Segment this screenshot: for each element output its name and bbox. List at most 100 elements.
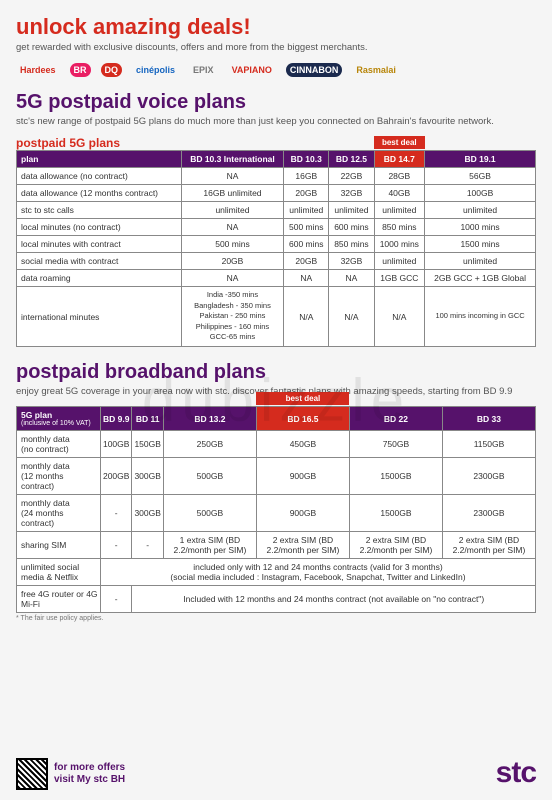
merchant-logo: VAPIANO	[228, 63, 276, 77]
bb-cell: 300GB	[132, 458, 163, 495]
voice-cell: 20GB	[284, 253, 329, 270]
voice-cell: 500 mins	[284, 219, 329, 236]
bb-cell: 2300GB	[442, 458, 535, 495]
bb-cell: included only with 12 and 24 months cont…	[100, 559, 535, 586]
bb-cell: 900GB	[256, 495, 349, 532]
voice-cell: 850 mins	[374, 219, 425, 236]
bb-cell: Included with 12 months and 24 months co…	[132, 586, 536, 613]
voice-cell: 32GB	[329, 185, 374, 202]
merchant-logo: DQ	[101, 63, 123, 77]
voice-plans-table: planBD 10.3 InternationalBD 10.3BD 12.5B…	[16, 150, 536, 347]
voice-cell: 100GB	[425, 185, 536, 202]
voice-cell: 40GB	[374, 185, 425, 202]
merchant-logo: EPIX	[189, 63, 218, 77]
broadband-plans-table: 5G plan(inclusive of 10% VAT)BD 9.9BD 11…	[16, 406, 536, 613]
voice-cell: local minutes (no contract)	[17, 219, 182, 236]
bb-cell: unlimited social media & Netflix	[17, 559, 101, 586]
voice-header-cell: plan	[17, 151, 182, 168]
voice-cell: unlimited	[181, 202, 283, 219]
voice-cell: 500 mins	[181, 236, 283, 253]
voice-section-sub: stc's new range of postpaid 5G plans do …	[16, 116, 536, 128]
fair-use-note: * The fair use policy applies.	[16, 615, 536, 622]
voice-cell: 1000 mins	[425, 219, 536, 236]
bb-header-cell: BD 13.2	[163, 407, 256, 431]
voice-cell: NA	[181, 219, 283, 236]
voice-cell: NA	[181, 270, 283, 287]
bb-cell: 900GB	[256, 458, 349, 495]
voice-cell: N/A	[374, 287, 425, 347]
bb-cell: 100GB	[100, 431, 131, 458]
hero-title: unlock amazing deals!	[16, 14, 536, 40]
voice-cell: unlimited	[374, 202, 425, 219]
stc-logo: stc	[496, 756, 536, 790]
voice-cell: N/A	[284, 287, 329, 347]
bb-cell: -	[132, 532, 163, 559]
bb-cell: monthly data (12 months contract)	[17, 458, 101, 495]
voice-header-cell: BD 10.3 International	[181, 151, 283, 168]
bb-cell: 500GB	[163, 458, 256, 495]
bb-cell: 200GB	[100, 458, 131, 495]
merchant-logo-row: HardeesBRDQcinépolisEPIXVAPIANOCINNABONR…	[16, 63, 536, 77]
voice-cell: 850 mins	[329, 236, 374, 253]
voice-cell: unlimited	[425, 253, 536, 270]
bb-cell: 450GB	[256, 431, 349, 458]
broadband-section-title: postpaid broadband plans	[16, 361, 536, 384]
bb-cell: -	[100, 532, 131, 559]
voice-cell: 16GB unlimited	[181, 185, 283, 202]
voice-cell: 1500 mins	[425, 236, 536, 253]
bb-cell: 2 extra SIM (BD 2.2/month per SIM)	[442, 532, 535, 559]
voice-cell: 32GB	[329, 253, 374, 270]
voice-cell: 600 mins	[329, 219, 374, 236]
bb-header-cell: BD 16.5	[256, 407, 349, 431]
bb-header-cell: BD 33	[442, 407, 535, 431]
merchant-logo: Rasmalai	[352, 63, 400, 77]
bb-cell: 2300GB	[442, 495, 535, 532]
broadband-table-wrap: best deal 5G plan(inclusive of 10% VAT)B…	[16, 406, 536, 613]
voice-cell: stc to stc calls	[17, 202, 182, 219]
bb-cell: 1 extra SIM (BD 2.2/month per SIM)	[163, 532, 256, 559]
voice-cell: NA	[284, 270, 329, 287]
bb-cell: 1500GB	[349, 458, 442, 495]
voice-cell: 22GB	[329, 168, 374, 185]
voice-cell: 20GB	[284, 185, 329, 202]
voice-cell: 2GB GCC + 1GB Global	[425, 270, 536, 287]
voice-cell: data allowance (12 months contract)	[17, 185, 182, 202]
voice-cell: 28GB	[374, 168, 425, 185]
voice-cell: NA	[181, 168, 283, 185]
bb-cell: 1500GB	[349, 495, 442, 532]
bb-cell: monthly data (no contract)	[17, 431, 101, 458]
bb-cell: sharing SIM	[17, 532, 101, 559]
voice-subtitle: postpaid 5G plans	[16, 136, 536, 150]
voice-table-wrap: best deal planBD 10.3 InternationalBD 10…	[16, 150, 536, 347]
voice-cell: unlimited	[374, 253, 425, 270]
voice-cell: 600 mins	[284, 236, 329, 253]
voice-cell: unlimited	[425, 202, 536, 219]
voice-best-deal-badge: best deal	[374, 136, 425, 149]
bb-cell: 750GB	[349, 431, 442, 458]
bb-cell: monthly data (24 months contract)	[17, 495, 101, 532]
bb-header-cell: BD 9.9	[100, 407, 131, 431]
bb-cell: -	[100, 586, 131, 613]
voice-header-cell: BD 14.7	[374, 151, 425, 168]
voice-cell: 1000 mins	[374, 236, 425, 253]
voice-header-cell: BD 12.5	[329, 151, 374, 168]
voice-cell: data allowance (no contract)	[17, 168, 182, 185]
voice-cell: unlimited	[284, 202, 329, 219]
merchant-logo: cinépolis	[132, 63, 179, 77]
voice-header-cell: BD 10.3	[284, 151, 329, 168]
bb-header-cell: BD 11	[132, 407, 163, 431]
voice-cell: 100 mins incoming in GCC	[425, 287, 536, 347]
footer-line1: for more offers	[54, 762, 125, 774]
voice-cell: 56GB	[425, 168, 536, 185]
voice-cell: 1GB GCC	[374, 270, 425, 287]
qr-code-icon	[16, 758, 48, 790]
voice-cell: unlimited	[329, 202, 374, 219]
voice-header-cell: BD 19.1	[425, 151, 536, 168]
merchant-logo: Hardees	[16, 63, 60, 77]
bb-cell: 2 extra SIM (BD 2.2/month per SIM)	[349, 532, 442, 559]
footer-text: for more offers visit My stc BH	[54, 762, 125, 786]
bb-cell: 300GB	[132, 495, 163, 532]
bb-cell: 250GB	[163, 431, 256, 458]
voice-cell: 20GB	[181, 253, 283, 270]
bb-header-cell: 5G plan(inclusive of 10% VAT)	[17, 407, 101, 431]
